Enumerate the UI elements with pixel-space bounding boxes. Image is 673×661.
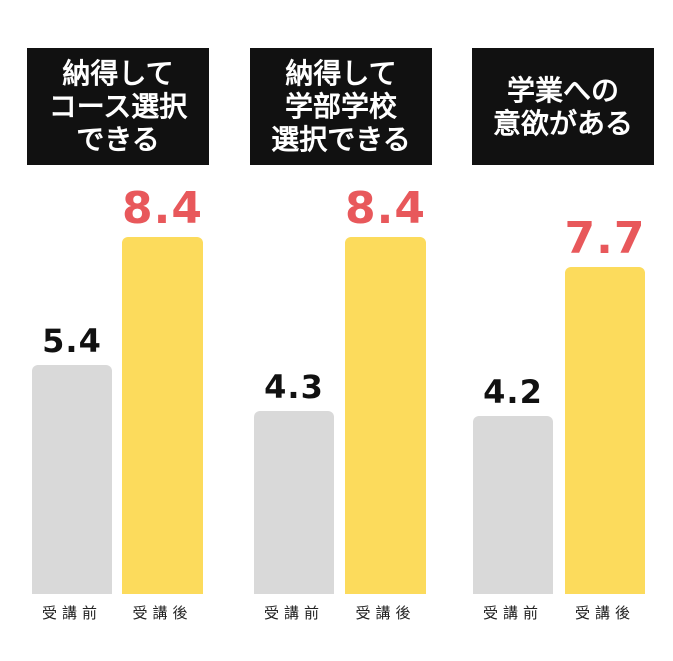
- group-title-2: 納得して 学部学校 選択できる: [250, 48, 432, 165]
- category-label-before-group-1: 受講前: [41, 604, 102, 622]
- bar-before-group-1: [32, 364, 112, 594]
- bar-before-group-2: [254, 411, 334, 594]
- group-title-3: 学業への 意欲がある: [472, 48, 654, 165]
- category-label-after-group-2: 受講後: [355, 604, 416, 622]
- value-label-before-group-3: 4.2: [483, 372, 543, 411]
- value-label-before-group-2: 4.3: [264, 368, 324, 407]
- bar-after-group-1: [122, 237, 203, 594]
- value-label-before-group-1: 5.4: [42, 321, 102, 360]
- bar-before-group-3: [473, 415, 553, 594]
- category-label-before-group-2: 受講前: [263, 604, 324, 622]
- value-label-after-group-3: 7.7: [564, 212, 646, 264]
- category-label-after-group-1: 受講後: [132, 604, 193, 622]
- category-label-after-group-3: 受講後: [574, 604, 635, 622]
- category-label-before-group-3: 受講前: [482, 604, 543, 622]
- bar-after-group-3: [565, 266, 645, 594]
- value-label-after-group-2: 8.4: [345, 183, 426, 234]
- group-title-1: 納得して コース選択 できる: [27, 48, 209, 165]
- value-label-after-group-1: 8.4: [122, 183, 203, 234]
- bar-after-group-2: [345, 237, 426, 594]
